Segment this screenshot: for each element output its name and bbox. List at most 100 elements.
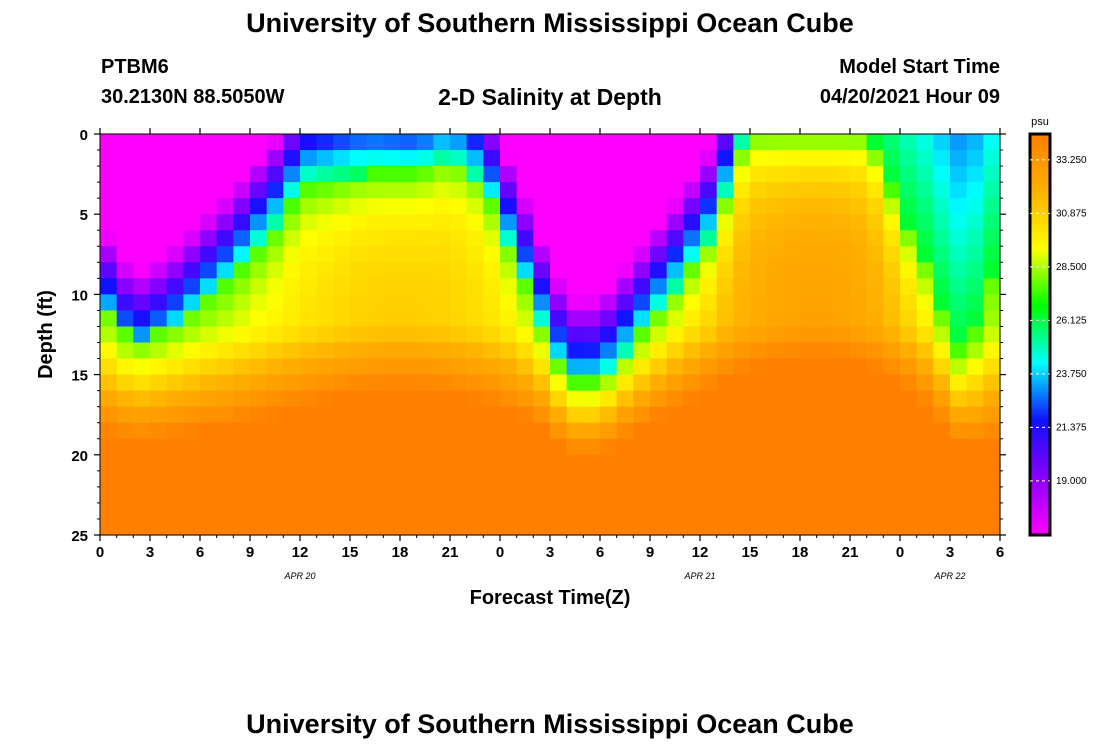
heatmap-cell: [966, 454, 984, 472]
heatmap-cell: [383, 358, 401, 376]
heatmap-cell: [550, 486, 568, 504]
heatmap-cell: [816, 150, 834, 167]
heatmap-cell: [783, 358, 801, 376]
heatmap-cell: [483, 374, 501, 392]
heatmap-cell: [283, 502, 301, 520]
heatmap-cell: [333, 470, 351, 488]
heatmap-cell: [633, 518, 651, 536]
heatmap-cell: [416, 310, 434, 328]
heatmap-cell: [583, 294, 601, 312]
heatmap-cell: [916, 502, 934, 520]
heatmap-cell: [633, 486, 651, 504]
heatmap-cell: [683, 374, 701, 392]
heatmap-cell: [466, 214, 484, 231]
heatmap-cell: [766, 310, 784, 328]
heatmap-cell: [583, 182, 601, 199]
heatmap-cell: [916, 374, 934, 392]
heatmap-cell: [783, 326, 801, 344]
heatmap-cell: [116, 262, 134, 279]
heatmap-cell: [283, 406, 301, 424]
heatmap-cell: [800, 294, 818, 312]
heatmap-cell: [266, 310, 284, 328]
heatmap-cell: [900, 310, 918, 328]
heatmap-cell: [366, 214, 384, 231]
heatmap-cell: [466, 374, 484, 392]
heatmap-cell: [116, 406, 134, 424]
heatmap-cell: [466, 438, 484, 456]
heatmap-cell: [650, 166, 668, 183]
heatmap-cell: [283, 230, 301, 247]
heatmap-cell: [150, 166, 168, 183]
heatmap-cell: [366, 470, 384, 488]
heatmap-cell: [566, 406, 584, 424]
heatmap-cell: [400, 326, 418, 344]
heatmap-cell: [350, 454, 368, 472]
heatmap-cell: [350, 438, 368, 456]
heatmap-cell: [550, 246, 568, 263]
heatmap-cell: [400, 294, 418, 312]
heatmap-cell: [600, 198, 618, 215]
heatmap-cell: [633, 294, 651, 312]
heatmap-cell: [483, 470, 501, 488]
heatmap-cell: [433, 454, 451, 472]
heatmap-cell: [250, 438, 268, 456]
heatmap-cell: [183, 294, 201, 312]
heatmap-cell: [683, 262, 701, 279]
heatmap-cell: [733, 518, 751, 536]
heatmap-cell: [166, 470, 184, 488]
heatmap-cell: [566, 438, 584, 456]
heatmap-cell: [150, 246, 168, 263]
heatmap-cell: [400, 230, 418, 247]
heatmap-cell: [433, 358, 451, 376]
heatmap-cell: [350, 246, 368, 263]
heatmap-cell: [583, 278, 601, 295]
heatmap-cell: [750, 166, 768, 183]
heatmap-cell: [566, 150, 584, 167]
heatmap-cell: [366, 326, 384, 344]
heatmap-cell: [250, 518, 268, 536]
heatmap-cell: [516, 438, 534, 456]
heatmap-cell: [200, 166, 218, 183]
heatmap-cell: [933, 486, 951, 504]
heatmap-cell: [600, 262, 618, 279]
heatmap-cell: [733, 326, 751, 344]
heatmap-cell: [500, 454, 518, 472]
heatmap-cell: [800, 246, 818, 263]
heatmap-cell: [633, 454, 651, 472]
heatmap-cell: [516, 166, 534, 183]
heatmap-cell: [133, 342, 151, 360]
heatmap-cell: [566, 470, 584, 488]
heatmap-cell: [550, 406, 568, 424]
heatmap-cell: [683, 390, 701, 408]
heatmap-cell: [983, 486, 1001, 504]
heatmap-cell: [466, 278, 484, 295]
heatmap-cell: [150, 182, 168, 199]
heatmap-cell: [683, 454, 701, 472]
heatmap-cell: [400, 278, 418, 295]
heatmap-cell: [200, 438, 218, 456]
heatmap-cell: [150, 134, 168, 151]
heatmap-cell: [916, 134, 934, 151]
heatmap-cell: [816, 134, 834, 151]
heatmap-cell: [100, 486, 118, 504]
heatmap-cell: [300, 150, 318, 167]
heatmap-cell: [816, 326, 834, 344]
heatmap-cell: [616, 326, 634, 344]
heatmap-cell: [500, 310, 518, 328]
heatmap-cell: [866, 198, 884, 215]
heatmap-cell: [583, 342, 601, 360]
heatmap-cell: [750, 246, 768, 263]
heatmap-cell: [933, 358, 951, 376]
heatmap-cell: [300, 134, 318, 151]
heatmap-cell: [666, 134, 684, 151]
heatmap-cell: [683, 502, 701, 520]
heatmap-cell: [183, 214, 201, 231]
heatmap-cell: [900, 150, 918, 167]
colorbar: 33.250 30.875 28.500 26.125 23.750 21.375 19.0…: [1028, 116, 1087, 537]
heatmap-cell: [683, 470, 701, 488]
heatmap-cell: [550, 390, 568, 408]
heatmap-cell: [700, 278, 718, 295]
heatmap-cell: [616, 454, 634, 472]
heatmap-cell: [650, 342, 668, 360]
heatmap-cell: [183, 454, 201, 472]
